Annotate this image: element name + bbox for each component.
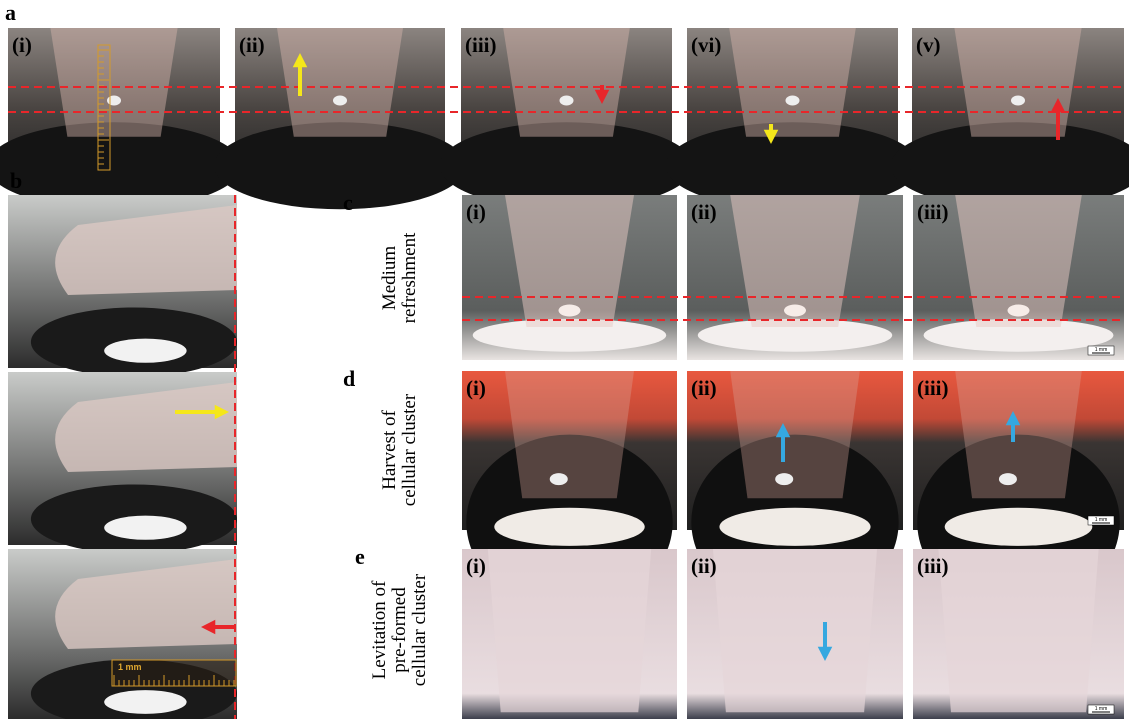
cluster xyxy=(1008,305,1030,317)
cluster xyxy=(786,96,800,106)
tube xyxy=(730,371,860,498)
cluster xyxy=(1011,96,1025,106)
cluster xyxy=(775,473,793,485)
scale-label: 1 mm xyxy=(118,662,142,672)
panel-label: b xyxy=(10,168,22,193)
row-label: refreshment xyxy=(399,232,420,323)
panel-sublabel: (i) xyxy=(12,33,32,57)
cluster xyxy=(784,305,806,317)
panel-label: d xyxy=(343,366,355,391)
scale-label: 1 mm xyxy=(1095,706,1108,712)
scale-label: 1 mm xyxy=(1095,517,1108,523)
tube xyxy=(50,28,177,137)
tube xyxy=(954,28,1081,137)
cluster xyxy=(550,473,568,485)
panel-sublabel: (iii) xyxy=(917,376,949,400)
light xyxy=(104,339,186,363)
figure: a (i) (ii) (iii) (vi) (v) b 1 mm c Mediumrefreshm… xyxy=(0,0,1129,719)
light xyxy=(945,508,1093,546)
tube xyxy=(955,371,1082,498)
panel-sublabel: (iii) xyxy=(917,200,949,224)
panel-sublabel: (ii) xyxy=(691,200,717,224)
light xyxy=(719,508,870,546)
cluster xyxy=(999,473,1017,485)
panel-sublabel: (vi) xyxy=(691,33,721,57)
tube xyxy=(505,371,634,498)
panels: a (i) (ii) (iii) (vi) (v) b 1 mm c Mediumrefreshm… xyxy=(0,0,1129,719)
light xyxy=(494,508,645,546)
panel-label: c xyxy=(343,190,353,215)
panel-sublabel: (iii) xyxy=(917,554,949,578)
panel-sublabel: (ii) xyxy=(239,33,265,57)
panel-sublabel: (i) xyxy=(466,200,486,224)
row-label: Medium xyxy=(379,246,400,311)
cuvette xyxy=(488,549,651,712)
tube xyxy=(503,28,630,137)
row-label: cellular cluster xyxy=(409,573,430,686)
panel-sublabel: (v) xyxy=(916,33,941,57)
row-label: Harvest of xyxy=(379,409,400,489)
cluster xyxy=(559,305,581,317)
panel-sublabel: (i) xyxy=(466,376,486,400)
light xyxy=(104,516,186,540)
cluster xyxy=(333,96,347,106)
row-label: pre-formed xyxy=(389,587,410,673)
row-label: Levitation of xyxy=(369,580,390,679)
tube xyxy=(277,28,403,137)
panel-sublabel: (i) xyxy=(466,554,486,578)
scale-label: 1 mm xyxy=(1095,347,1108,353)
tube xyxy=(729,28,856,137)
light xyxy=(104,690,186,714)
cuvette xyxy=(713,549,877,712)
cuvette xyxy=(938,549,1098,712)
panel-label: e xyxy=(355,544,365,569)
cluster xyxy=(107,96,121,106)
panel-sublabel: (ii) xyxy=(691,376,717,400)
panel-sublabel: (iii) xyxy=(465,33,497,57)
panel-sublabel: (ii) xyxy=(691,554,717,578)
cluster xyxy=(560,96,574,106)
panel-label: a xyxy=(5,0,16,25)
row-label: cellular cluster xyxy=(399,393,420,506)
